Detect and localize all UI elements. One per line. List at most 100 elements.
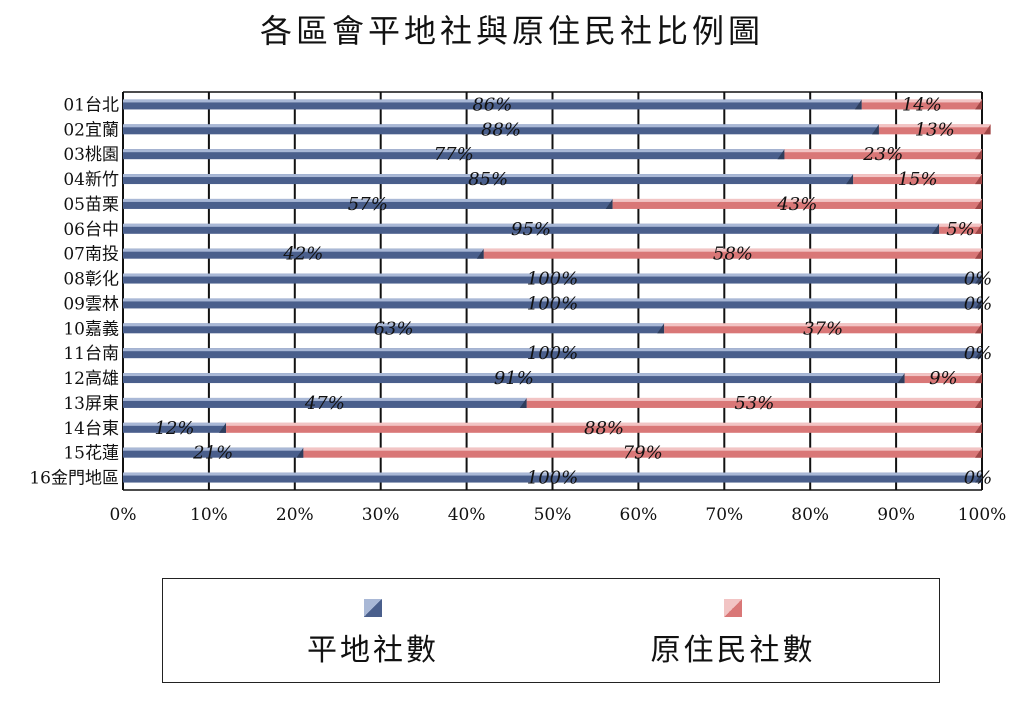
- bar-series-1: [123, 99, 862, 110]
- data-label-series-1: 85%: [468, 169, 508, 190]
- data-label-series-2: 5%: [946, 219, 975, 240]
- x-tick-label: 0%: [110, 505, 137, 525]
- x-tick-label: 20%: [276, 505, 314, 525]
- bar-series-2: [784, 149, 982, 160]
- bar-series-1-cap: [871, 124, 879, 135]
- data-label-series-2: 14%: [902, 94, 942, 115]
- bar-series-1: [123, 447, 304, 458]
- data-label-series-2: 0%: [964, 269, 993, 290]
- bar-series-2-highlight: [861, 99, 982, 103]
- data-label-series-1: 21%: [192, 443, 233, 464]
- x-tick-label: 90%: [877, 505, 915, 525]
- bar-series-1: [123, 149, 785, 160]
- bar-series-2-highlight: [664, 323, 982, 327]
- data-label-series-2: 58%: [713, 244, 753, 265]
- bar-series-1-highlight: [123, 198, 613, 202]
- data-label-series-2: 0%: [964, 293, 993, 314]
- data-label-series-1: 63%: [374, 318, 414, 339]
- category-label: 15花蓮: [63, 444, 119, 464]
- data-label-series-2: 43%: [776, 194, 817, 215]
- x-tick-label: 50%: [534, 505, 572, 525]
- data-label-series-1: 100%: [527, 343, 578, 364]
- bar-series-1: [123, 273, 982, 284]
- bar-series-2: [226, 422, 982, 433]
- bar-series-1-highlight: [123, 298, 982, 302]
- bar-series-1-highlight: [123, 273, 982, 277]
- bar-series-1-cap: [605, 198, 613, 209]
- bar-series-1-highlight: [123, 323, 665, 327]
- bar-series-1: [123, 348, 982, 359]
- category-label: 13屏東: [63, 394, 119, 414]
- legend-item-series-2: 原住民社數: [583, 599, 883, 669]
- bar-series-2: [526, 397, 982, 408]
- data-label-series-1: 47%: [304, 393, 345, 414]
- bar-series-2-cap: [983, 124, 991, 135]
- data-label-series-1: 100%: [527, 293, 578, 314]
- bar-series-2-highlight: [483, 248, 982, 252]
- bar-series-1: [123, 397, 527, 408]
- x-tick-label: 70%: [705, 505, 743, 525]
- bar-series-1-highlight: [123, 373, 905, 377]
- bar-series-1-cap: [897, 373, 905, 384]
- data-label-series-1: 42%: [282, 244, 323, 265]
- legend: 平地社數 原住民社數: [162, 578, 940, 683]
- bar-series-1-cap: [219, 422, 227, 433]
- legend-swatch-series-1: [364, 599, 382, 617]
- category-label: 16金門地區: [29, 469, 119, 489]
- data-label-series-1: 95%: [511, 219, 551, 240]
- bar-series-1-cap: [519, 397, 527, 408]
- bar-series-2-highlight: [612, 198, 982, 202]
- bar-series-1: [123, 248, 484, 259]
- bar-series-2-highlight: [226, 422, 982, 426]
- bar-series-1-highlight: [123, 223, 940, 227]
- x-tick-label: 40%: [448, 505, 486, 525]
- bar-series-1-highlight: [123, 447, 304, 451]
- bar-series-1-cap: [296, 447, 304, 458]
- x-tick-label: 30%: [362, 505, 400, 525]
- data-label-series-1: 91%: [494, 368, 534, 389]
- bar-series-2-cap: [975, 248, 982, 259]
- data-label-series-2: 0%: [964, 343, 993, 364]
- x-tick-label: 10%: [190, 505, 228, 525]
- bar-series-1: [123, 298, 982, 309]
- bar-series-1-cap: [932, 223, 940, 234]
- bar-series-2-highlight: [904, 373, 982, 377]
- data-label-series-2: 88%: [584, 418, 624, 439]
- bar-series-1: [123, 198, 613, 209]
- bar-series-1: [123, 422, 227, 433]
- chart-title: 各區會平地社與原住民社比例圖: [259, 12, 764, 50]
- bar-series-1-highlight: [123, 348, 982, 352]
- category-label: 04新竹: [63, 170, 119, 190]
- legend-label-series-2: 原住民社數: [650, 633, 816, 668]
- bar-series-2: [303, 447, 982, 458]
- bar-series-1-highlight: [123, 248, 484, 252]
- category-label: 09雲林: [63, 294, 119, 314]
- bar-series-1-highlight: [123, 149, 785, 153]
- bar-series-2-highlight: [526, 397, 982, 401]
- bar-series-1-cap: [657, 323, 665, 334]
- bar-series-1: [123, 472, 982, 483]
- data-label-series-1: 100%: [527, 269, 578, 290]
- bar-series-1: [123, 323, 665, 334]
- bar-series-2-highlight: [303, 447, 982, 451]
- bar-series-2-highlight: [878, 124, 991, 128]
- bar-series-2-cap: [975, 198, 982, 209]
- category-label: 01台北: [63, 95, 119, 115]
- bar-series-2-cap: [975, 397, 982, 408]
- data-label-series-1: 86%: [472, 94, 512, 115]
- data-label-series-2: 0%: [964, 468, 993, 489]
- x-tick-label: 80%: [791, 505, 829, 525]
- bar-series-1-highlight: [123, 397, 527, 401]
- bar-series-1-cap: [846, 174, 854, 185]
- bar-series-1-cap: [854, 99, 862, 110]
- data-label-series-2: 13%: [915, 119, 955, 140]
- bar-series-1-cap: [975, 472, 982, 483]
- data-label-series-2: 37%: [803, 318, 843, 339]
- bar-series-2: [612, 198, 982, 209]
- bar-series-2: [853, 174, 982, 185]
- data-label-series-2: 23%: [862, 144, 903, 165]
- data-label-series-1: 57%: [348, 194, 388, 215]
- x-tick-label: 60%: [620, 505, 658, 525]
- bar-series-1-highlight: [123, 472, 982, 476]
